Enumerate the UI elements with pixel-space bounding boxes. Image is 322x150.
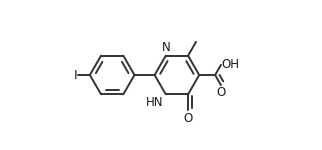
Text: O: O — [184, 112, 193, 125]
Text: HN: HN — [146, 96, 164, 109]
Text: N: N — [161, 40, 170, 54]
Text: I: I — [74, 69, 77, 81]
Text: O: O — [217, 86, 226, 99]
Text: OH: OH — [222, 58, 240, 71]
